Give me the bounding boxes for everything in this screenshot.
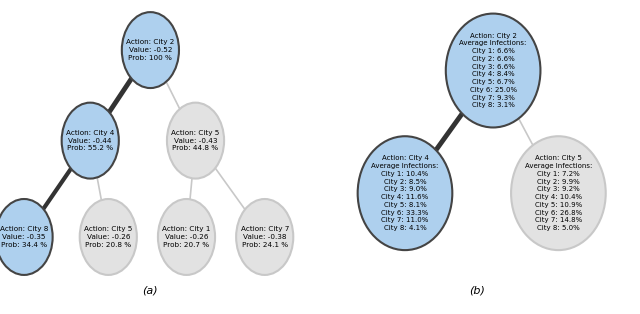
- Text: Action: City 7
Value: -0.38
Prob: 24.1 %: Action: City 7 Value: -0.38 Prob: 24.1 %: [241, 226, 289, 248]
- Ellipse shape: [61, 103, 119, 179]
- Text: (b): (b): [469, 285, 484, 295]
- Ellipse shape: [358, 136, 452, 250]
- Ellipse shape: [446, 14, 540, 127]
- Ellipse shape: [511, 136, 605, 250]
- Text: Action: City 1
Value: -0.26
Prob: 20.7 %: Action: City 1 Value: -0.26 Prob: 20.7 %: [163, 226, 211, 248]
- Ellipse shape: [122, 12, 179, 88]
- Text: Action: City 5
Value: -0.43
Prob: 44.8 %: Action: City 5 Value: -0.43 Prob: 44.8 %: [172, 130, 220, 151]
- Text: Action: City 4
Value: -0.44
Prob: 55.2 %: Action: City 4 Value: -0.44 Prob: 55.2 %: [66, 130, 115, 151]
- Text: Action: City 5
Average Infections:
City 1: 7.2%
City 2: 9.9%
City 3: 9.2%
City 4: Action: City 5 Average Infections: City …: [525, 155, 592, 231]
- Text: Action: City 4
Average Infections:
City 1: 10.4%
City 2: 8.5%
City 3: 9.0%
City : Action: City 4 Average Infections: City …: [371, 155, 438, 231]
- Text: Action: City 2
Value: -0.52
Prob: 100 %: Action: City 2 Value: -0.52 Prob: 100 %: [126, 39, 175, 61]
- Ellipse shape: [236, 199, 293, 275]
- Text: Action: City 2
Average Infections:
City 1: 6.6%
City 2: 6.6%
City 3: 6.6%
City 4: Action: City 2 Average Infections: City …: [460, 33, 527, 108]
- Text: (a): (a): [143, 285, 158, 295]
- Ellipse shape: [0, 199, 52, 275]
- Text: Action: City 5
Value: -0.26
Prob: 20.8 %: Action: City 5 Value: -0.26 Prob: 20.8 %: [84, 226, 132, 248]
- Text: Action: City 8
Value: -0.35
Prob: 34.4 %: Action: City 8 Value: -0.35 Prob: 34.4 %: [0, 226, 48, 248]
- Ellipse shape: [80, 199, 137, 275]
- Ellipse shape: [167, 103, 224, 179]
- Ellipse shape: [158, 199, 215, 275]
